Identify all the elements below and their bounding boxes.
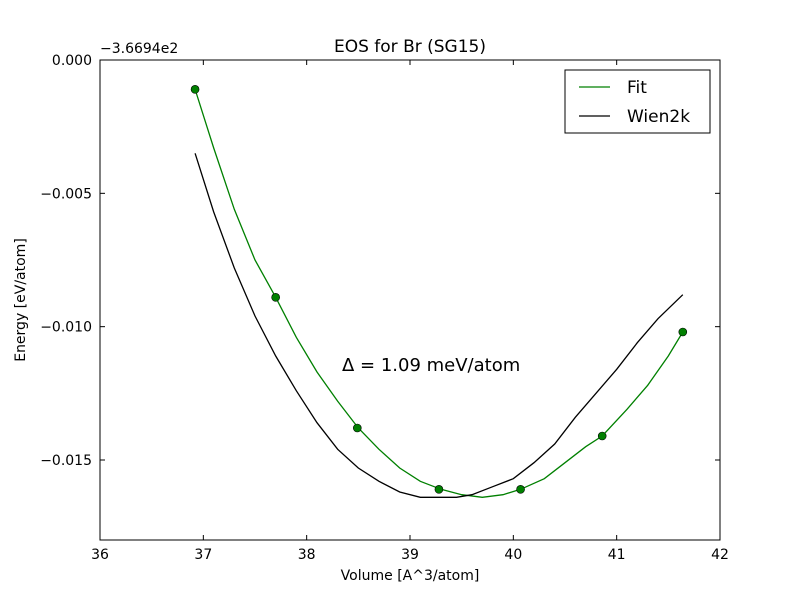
data-point-marker [352, 423, 362, 433]
data-point-marker [190, 85, 200, 94]
legend-fit-label: Fit [627, 78, 647, 98]
x-tick-label: 42 [711, 547, 729, 563]
y-axis-label: Energy [eV/atom] [13, 238, 29, 362]
legend: Fit Wien2k [564, 69, 711, 134]
series-line-wien2k [194, 153, 684, 498]
plot-frame [99, 59, 721, 541]
data-point-marker [271, 293, 280, 302]
x-tick-label: 41 [608, 547, 626, 563]
data-point-marker [678, 327, 688, 337]
data-point-marker [597, 431, 607, 441]
x-tick-label: 37 [194, 547, 212, 563]
legend-box [564, 69, 711, 134]
x-tick-label: 36 [91, 547, 109, 563]
data-point-marker [434, 485, 444, 494]
x-axis-label: Volume [A^3/atom] [341, 568, 480, 584]
series-layer [190, 85, 688, 498]
chart-title: EOS for Br (SG15) [334, 37, 486, 57]
series-line-fit [194, 89, 684, 498]
y-tick-label: −0.005 [40, 186, 92, 202]
y-offset-label: −3.6694e2 [100, 41, 178, 57]
x-tick-label: 38 [298, 547, 316, 563]
legend-wien2k-label: Wien2k [627, 107, 690, 127]
x-tick-label: 40 [504, 547, 522, 563]
x-tick-label: 39 [401, 547, 419, 563]
delta-annotation: Δ = 1.09 meV/atom [342, 355, 520, 376]
y-tick-label: 0.000 [52, 53, 92, 69]
y-tick-label: −0.015 [40, 453, 92, 469]
data-point-marker [516, 485, 525, 494]
y-tick-label: −0.010 [40, 320, 92, 336]
